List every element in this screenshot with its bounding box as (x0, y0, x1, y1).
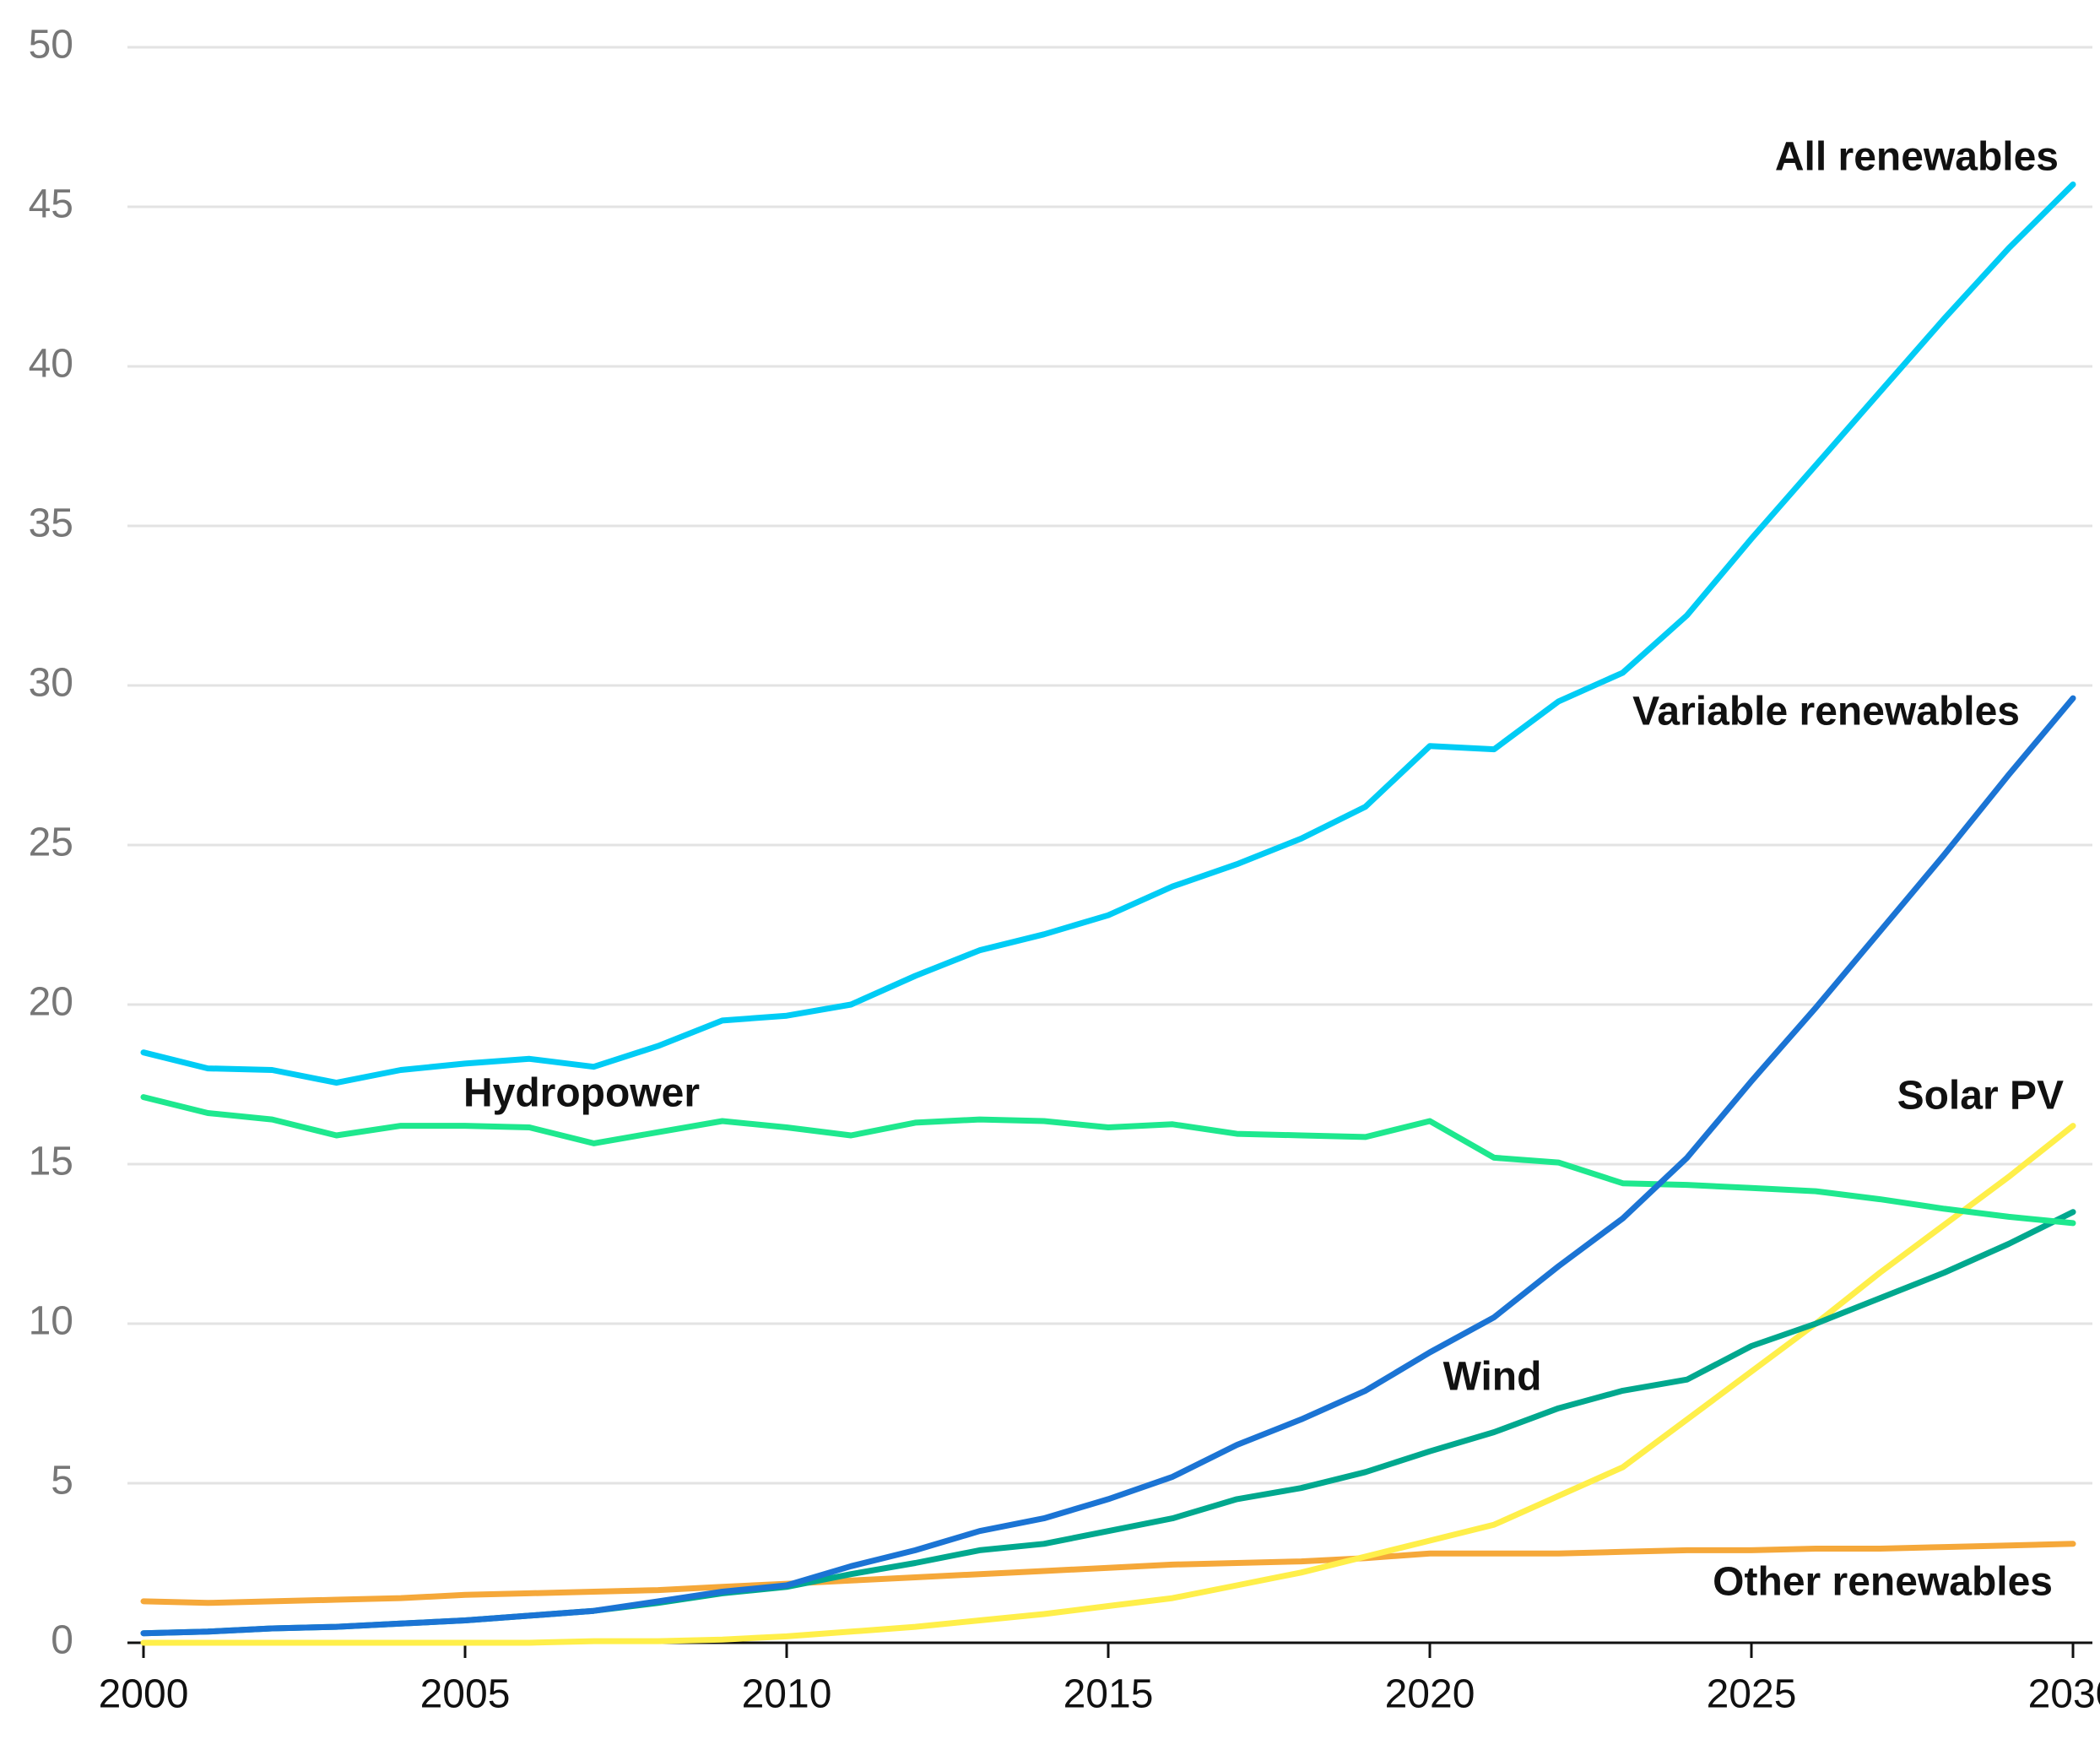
x-tick-label: 2015 (1064, 1672, 1154, 1717)
y-tick-label: 0 (51, 1618, 73, 1663)
y-tick-label: 20 (29, 980, 73, 1025)
x-tick-label: 2010 (742, 1672, 832, 1717)
x-tick-label: 2000 (99, 1672, 189, 1717)
y-tick-label: 50 (29, 23, 73, 68)
series-label: Wind (1443, 1355, 1542, 1400)
y-tick-label: 40 (29, 342, 73, 387)
y-tick-label: 45 (29, 182, 73, 227)
series-line (140, 1094, 2076, 1227)
y-tick-label: 10 (29, 1299, 73, 1344)
series-label: All renewables (1775, 135, 2059, 180)
series-label: Solar PV (1897, 1074, 2064, 1119)
y-tick-label: 5 (51, 1459, 73, 1503)
series-label: Hydropower (463, 1071, 700, 1116)
series-line (140, 181, 2076, 1086)
y-tick-label: 35 (29, 501, 73, 546)
x-tick-label: 2030 (2028, 1672, 2100, 1717)
y-tick-label: 25 (29, 821, 73, 865)
x-tick-label: 2025 (1707, 1672, 1797, 1717)
series-label: Other renewables (1713, 1560, 2053, 1605)
series-line (140, 695, 2076, 1637)
series-line (140, 1541, 2076, 1606)
y-tick-label: 15 (29, 1140, 73, 1184)
x-tick-label: 2020 (1385, 1672, 1475, 1717)
series-label: Variable renewables (1632, 690, 2020, 734)
series-line (140, 1123, 2076, 1646)
y-tick-label: 30 (29, 661, 73, 706)
x-tick-label: 2005 (420, 1672, 511, 1717)
